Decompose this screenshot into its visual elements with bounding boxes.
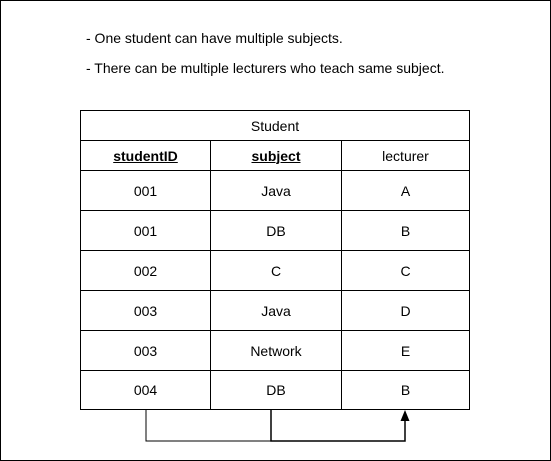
cell-lecturer: B: [400, 222, 411, 239]
cell-studentid: 001: [81, 211, 211, 250]
table-row: 001 DB B: [81, 211, 469, 251]
header-subject: subject: [211, 141, 342, 170]
table-row: 001 Java A: [81, 171, 469, 211]
table-row: 003 Network E: [81, 331, 469, 371]
table-row: 003 Java D: [81, 291, 469, 331]
note-multiple-lecturers: - There can be multiple lecturers who te…: [86, 60, 445, 76]
cell-lecturer: A: [400, 182, 411, 199]
cell-subject: DB: [211, 371, 342, 409]
cell-subject: Java: [211, 291, 342, 330]
cell-lecturer: E: [400, 342, 411, 359]
table-row: 002 C C: [81, 251, 469, 291]
cell-subject: C: [211, 251, 342, 290]
cell-studentid: 003: [81, 291, 211, 330]
table-row: 004 DB B: [81, 371, 469, 409]
cell-studentid: 001: [81, 171, 211, 210]
cell-subject: Network: [211, 331, 342, 370]
header-lecturer: lecturer: [382, 147, 429, 164]
header-studentid: studentID: [81, 141, 211, 170]
cell-lecturer: D: [400, 302, 411, 319]
table-title: Student: [81, 111, 469, 141]
note-multiple-subjects: - One student can have multiple subjects…: [86, 30, 343, 46]
student-table: Student studentID subject lecturer 001 J…: [80, 110, 470, 410]
cell-subject: DB: [211, 211, 342, 250]
cell-studentid: 004: [81, 371, 211, 409]
cell-subject: Java: [211, 171, 342, 210]
cell-studentid: 003: [81, 331, 211, 370]
cell-lecturer: C: [400, 262, 411, 279]
cell-studentid: 002: [81, 251, 211, 290]
cell-lecturer: B: [400, 382, 411, 398]
table-header-row: studentID subject lecturer: [81, 141, 469, 171]
